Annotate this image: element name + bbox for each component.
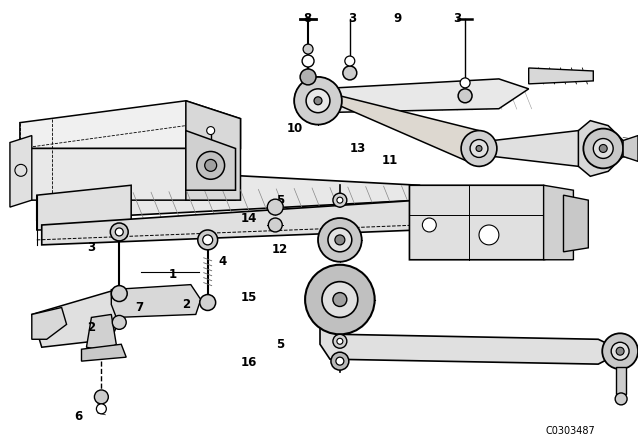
- Text: 5: 5: [276, 338, 284, 351]
- Circle shape: [302, 55, 314, 67]
- Circle shape: [479, 225, 499, 245]
- Polygon shape: [36, 175, 419, 220]
- Polygon shape: [616, 367, 626, 394]
- Circle shape: [470, 139, 488, 157]
- Polygon shape: [579, 121, 628, 177]
- Polygon shape: [529, 68, 593, 84]
- Circle shape: [461, 130, 497, 166]
- Text: 3: 3: [88, 241, 95, 254]
- Circle shape: [333, 334, 347, 348]
- Circle shape: [110, 223, 128, 241]
- Text: 7: 7: [135, 301, 143, 314]
- Polygon shape: [20, 148, 236, 200]
- Circle shape: [331, 352, 349, 370]
- Text: 16: 16: [240, 356, 257, 369]
- Circle shape: [303, 44, 313, 54]
- Circle shape: [336, 357, 344, 365]
- Text: 13: 13: [349, 142, 366, 155]
- Text: 11: 11: [381, 154, 397, 167]
- Circle shape: [305, 265, 374, 334]
- Text: 3: 3: [453, 12, 461, 25]
- Polygon shape: [86, 314, 116, 351]
- Polygon shape: [493, 130, 608, 166]
- Polygon shape: [186, 130, 236, 190]
- Text: 1: 1: [169, 268, 177, 281]
- Text: 12: 12: [272, 243, 289, 256]
- Circle shape: [616, 347, 624, 355]
- Text: 2: 2: [182, 298, 190, 311]
- Circle shape: [306, 89, 330, 113]
- Circle shape: [314, 97, 322, 105]
- Circle shape: [335, 235, 345, 245]
- Polygon shape: [340, 96, 494, 166]
- Text: 3: 3: [348, 12, 356, 25]
- Text: 14: 14: [240, 211, 257, 224]
- Circle shape: [422, 218, 436, 232]
- Text: 10: 10: [287, 122, 303, 135]
- Circle shape: [345, 56, 355, 66]
- Circle shape: [97, 404, 106, 414]
- Circle shape: [337, 338, 343, 344]
- Circle shape: [333, 193, 347, 207]
- Text: 6: 6: [74, 410, 83, 423]
- Text: 8: 8: [303, 12, 311, 25]
- Circle shape: [318, 218, 362, 262]
- Circle shape: [111, 286, 127, 302]
- Polygon shape: [543, 185, 573, 260]
- Text: 5: 5: [276, 194, 284, 207]
- Circle shape: [599, 145, 607, 152]
- Circle shape: [476, 146, 482, 151]
- Circle shape: [115, 228, 124, 236]
- Text: 2: 2: [88, 321, 95, 334]
- Polygon shape: [42, 200, 439, 245]
- Polygon shape: [186, 101, 241, 200]
- Circle shape: [593, 138, 613, 159]
- Circle shape: [333, 293, 347, 306]
- Circle shape: [300, 69, 316, 85]
- Polygon shape: [320, 300, 623, 364]
- Circle shape: [294, 77, 342, 125]
- Circle shape: [268, 199, 284, 215]
- Circle shape: [268, 218, 282, 232]
- Polygon shape: [32, 289, 196, 347]
- Circle shape: [198, 230, 218, 250]
- Polygon shape: [623, 136, 638, 161]
- Polygon shape: [32, 307, 67, 339]
- Polygon shape: [318, 79, 529, 113]
- Polygon shape: [563, 195, 588, 252]
- Circle shape: [196, 151, 225, 179]
- Circle shape: [583, 129, 623, 168]
- Circle shape: [207, 127, 214, 134]
- Polygon shape: [410, 185, 563, 260]
- Circle shape: [611, 342, 629, 360]
- Text: 15: 15: [240, 291, 257, 304]
- Circle shape: [343, 66, 356, 80]
- Text: 9: 9: [394, 12, 402, 25]
- Text: 4: 4: [218, 255, 227, 268]
- Circle shape: [112, 315, 126, 329]
- Circle shape: [203, 235, 212, 245]
- Circle shape: [95, 390, 108, 404]
- Circle shape: [322, 282, 358, 318]
- Text: C0303487: C0303487: [545, 426, 595, 436]
- Circle shape: [615, 393, 627, 405]
- Circle shape: [460, 78, 470, 88]
- Circle shape: [337, 197, 343, 203]
- Polygon shape: [20, 101, 241, 148]
- Circle shape: [200, 294, 216, 310]
- Polygon shape: [81, 344, 126, 361]
- Polygon shape: [10, 136, 32, 207]
- Circle shape: [205, 159, 217, 171]
- Circle shape: [15, 164, 27, 177]
- Circle shape: [602, 333, 638, 369]
- Polygon shape: [111, 284, 201, 318]
- Circle shape: [328, 228, 352, 252]
- Polygon shape: [36, 185, 131, 230]
- Circle shape: [458, 89, 472, 103]
